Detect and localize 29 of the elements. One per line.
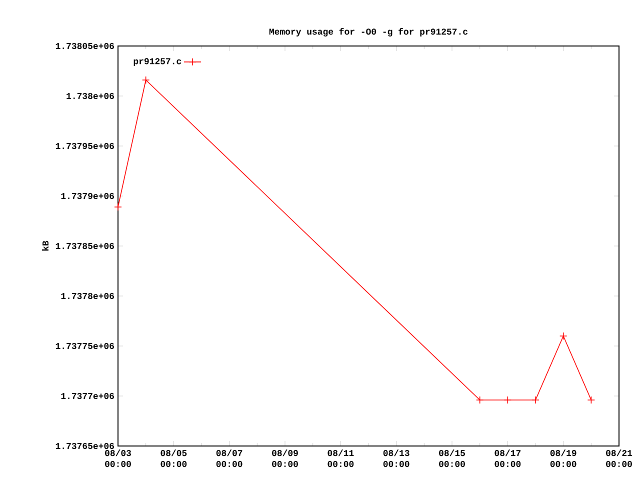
x-tick-label: 08/17 00:00 xyxy=(494,450,521,468)
y-tick-label: 1.7378e+06 xyxy=(61,292,114,300)
x-tick-label: 08/09 00:00 xyxy=(272,450,298,468)
point xyxy=(142,76,150,84)
y-tick-label: 1.73785e+06 xyxy=(56,242,114,250)
y-tick-label: 1.73805e+06 xyxy=(56,42,114,50)
x-tick-label: 08/05 00:00 xyxy=(160,450,187,468)
chart-title: Memory usage for -O0 -g for pr91257.c xyxy=(269,28,468,37)
y-axis-title: kB xyxy=(42,240,48,251)
x-tick-label: 08/11 00:00 xyxy=(328,450,354,468)
y-tick-label: 1.7377e+06 xyxy=(61,392,114,400)
x-tick-label: 08/13 00:00 xyxy=(383,450,410,468)
point xyxy=(114,203,122,211)
point xyxy=(532,396,540,404)
point xyxy=(504,396,512,404)
point xyxy=(587,396,596,404)
y-tick-label: 1.73775e+06 xyxy=(56,342,114,350)
point xyxy=(559,332,568,340)
x-tick-label: 08/03 00:00 xyxy=(105,450,131,468)
legend-label: pr91257.c xyxy=(134,58,182,66)
y-tick-label: 1.73765e+06 xyxy=(56,442,114,450)
y-tick-label: 1.738e+06 xyxy=(66,92,114,100)
x-tick-label: 08/21 00:00 xyxy=(606,450,632,468)
x-tick-label: 08/19 00:00 xyxy=(550,450,576,468)
y-tick-label: 1.73795e+06 xyxy=(56,142,114,150)
x-tick-label: 08/15 00:00 xyxy=(439,450,465,468)
y-tick-label: 1.7379e+06 xyxy=(61,192,114,200)
x-tick-label: 08/07 00:00 xyxy=(216,450,242,468)
point xyxy=(476,396,484,404)
